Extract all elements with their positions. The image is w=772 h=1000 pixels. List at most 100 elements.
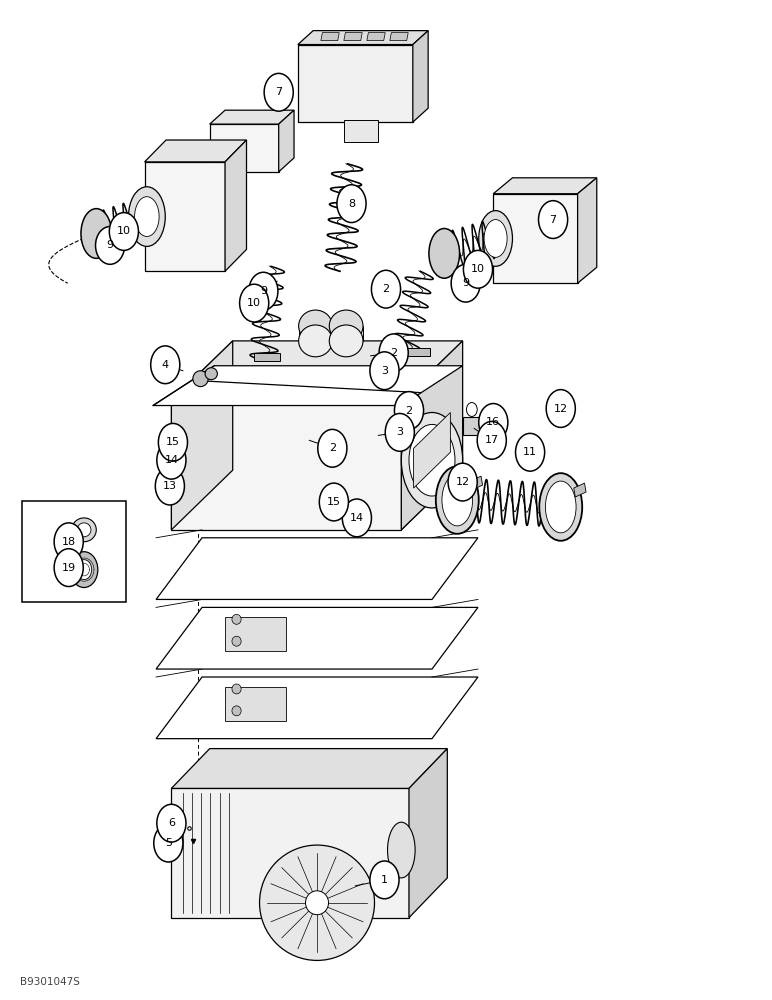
Polygon shape — [210, 110, 294, 124]
Circle shape — [516, 433, 545, 471]
Text: 10: 10 — [247, 298, 261, 308]
Polygon shape — [210, 124, 279, 172]
Text: 13: 13 — [163, 481, 177, 491]
Polygon shape — [344, 120, 378, 142]
Ellipse shape — [484, 220, 507, 257]
Circle shape — [539, 201, 567, 238]
Text: 15: 15 — [166, 437, 180, 447]
Ellipse shape — [479, 211, 513, 266]
Polygon shape — [144, 140, 246, 162]
Polygon shape — [279, 110, 294, 172]
Circle shape — [479, 404, 508, 441]
Circle shape — [342, 499, 371, 537]
Circle shape — [264, 73, 293, 111]
Polygon shape — [171, 401, 401, 530]
Circle shape — [385, 413, 415, 451]
Ellipse shape — [134, 197, 159, 236]
Circle shape — [370, 861, 399, 899]
Polygon shape — [153, 366, 462, 406]
Text: 2: 2 — [405, 406, 412, 416]
Polygon shape — [413, 31, 428, 122]
Text: 14: 14 — [164, 455, 178, 465]
Text: 3: 3 — [396, 427, 403, 437]
Circle shape — [371, 270, 401, 308]
Circle shape — [158, 423, 188, 461]
Ellipse shape — [299, 325, 333, 357]
Polygon shape — [414, 412, 450, 488]
Text: 18: 18 — [62, 537, 76, 547]
Text: 9: 9 — [462, 278, 469, 288]
Circle shape — [463, 250, 493, 288]
Text: B9301047S: B9301047S — [19, 977, 80, 987]
Circle shape — [451, 264, 480, 302]
Text: 17: 17 — [485, 435, 499, 445]
Text: 11: 11 — [523, 447, 537, 457]
Circle shape — [54, 523, 83, 561]
Circle shape — [96, 227, 124, 264]
Polygon shape — [171, 341, 462, 401]
Ellipse shape — [76, 560, 92, 580]
Polygon shape — [330, 326, 363, 341]
Ellipse shape — [540, 473, 582, 541]
Polygon shape — [493, 194, 577, 283]
Text: 9: 9 — [260, 286, 267, 296]
Text: 8: 8 — [348, 199, 355, 209]
Ellipse shape — [232, 684, 241, 694]
Ellipse shape — [436, 466, 479, 534]
Ellipse shape — [330, 325, 363, 357]
Circle shape — [239, 284, 269, 322]
Ellipse shape — [128, 187, 165, 246]
Circle shape — [151, 346, 180, 384]
Text: 12: 12 — [455, 477, 469, 487]
Circle shape — [155, 467, 185, 505]
Polygon shape — [574, 483, 586, 497]
Ellipse shape — [546, 481, 576, 533]
Ellipse shape — [193, 371, 208, 387]
Ellipse shape — [232, 636, 241, 646]
Text: 15: 15 — [327, 497, 341, 507]
Polygon shape — [299, 326, 333, 341]
Ellipse shape — [429, 229, 459, 278]
Ellipse shape — [466, 403, 477, 416]
FancyBboxPatch shape — [22, 501, 126, 602]
Ellipse shape — [388, 822, 415, 878]
Polygon shape — [298, 45, 413, 122]
Ellipse shape — [70, 552, 98, 588]
Text: 12: 12 — [554, 404, 568, 414]
Ellipse shape — [205, 368, 218, 380]
Polygon shape — [171, 788, 409, 918]
Ellipse shape — [77, 523, 91, 537]
Ellipse shape — [72, 518, 96, 542]
Text: 7: 7 — [550, 215, 557, 225]
Text: 19: 19 — [62, 563, 76, 573]
Polygon shape — [225, 140, 246, 271]
Circle shape — [249, 272, 278, 310]
Ellipse shape — [259, 845, 374, 960]
Text: 3: 3 — [381, 366, 388, 376]
Ellipse shape — [232, 706, 241, 716]
Polygon shape — [401, 341, 462, 530]
Polygon shape — [493, 178, 597, 194]
Polygon shape — [298, 31, 428, 45]
Circle shape — [394, 392, 424, 429]
Polygon shape — [225, 617, 286, 651]
Polygon shape — [144, 162, 225, 271]
Text: 1: 1 — [381, 875, 388, 885]
Polygon shape — [156, 607, 478, 669]
Polygon shape — [171, 749, 447, 788]
Text: 7: 7 — [275, 87, 283, 97]
Ellipse shape — [232, 614, 241, 624]
Polygon shape — [254, 353, 280, 361]
Circle shape — [320, 483, 348, 521]
Polygon shape — [344, 33, 362, 41]
Polygon shape — [156, 538, 478, 599]
Circle shape — [110, 213, 138, 250]
Text: 6: 6 — [168, 818, 175, 828]
Polygon shape — [577, 178, 597, 283]
Circle shape — [154, 824, 183, 862]
Ellipse shape — [409, 424, 455, 496]
Circle shape — [448, 463, 477, 501]
Text: 2: 2 — [390, 348, 398, 358]
Polygon shape — [225, 687, 286, 721]
Polygon shape — [321, 33, 339, 41]
